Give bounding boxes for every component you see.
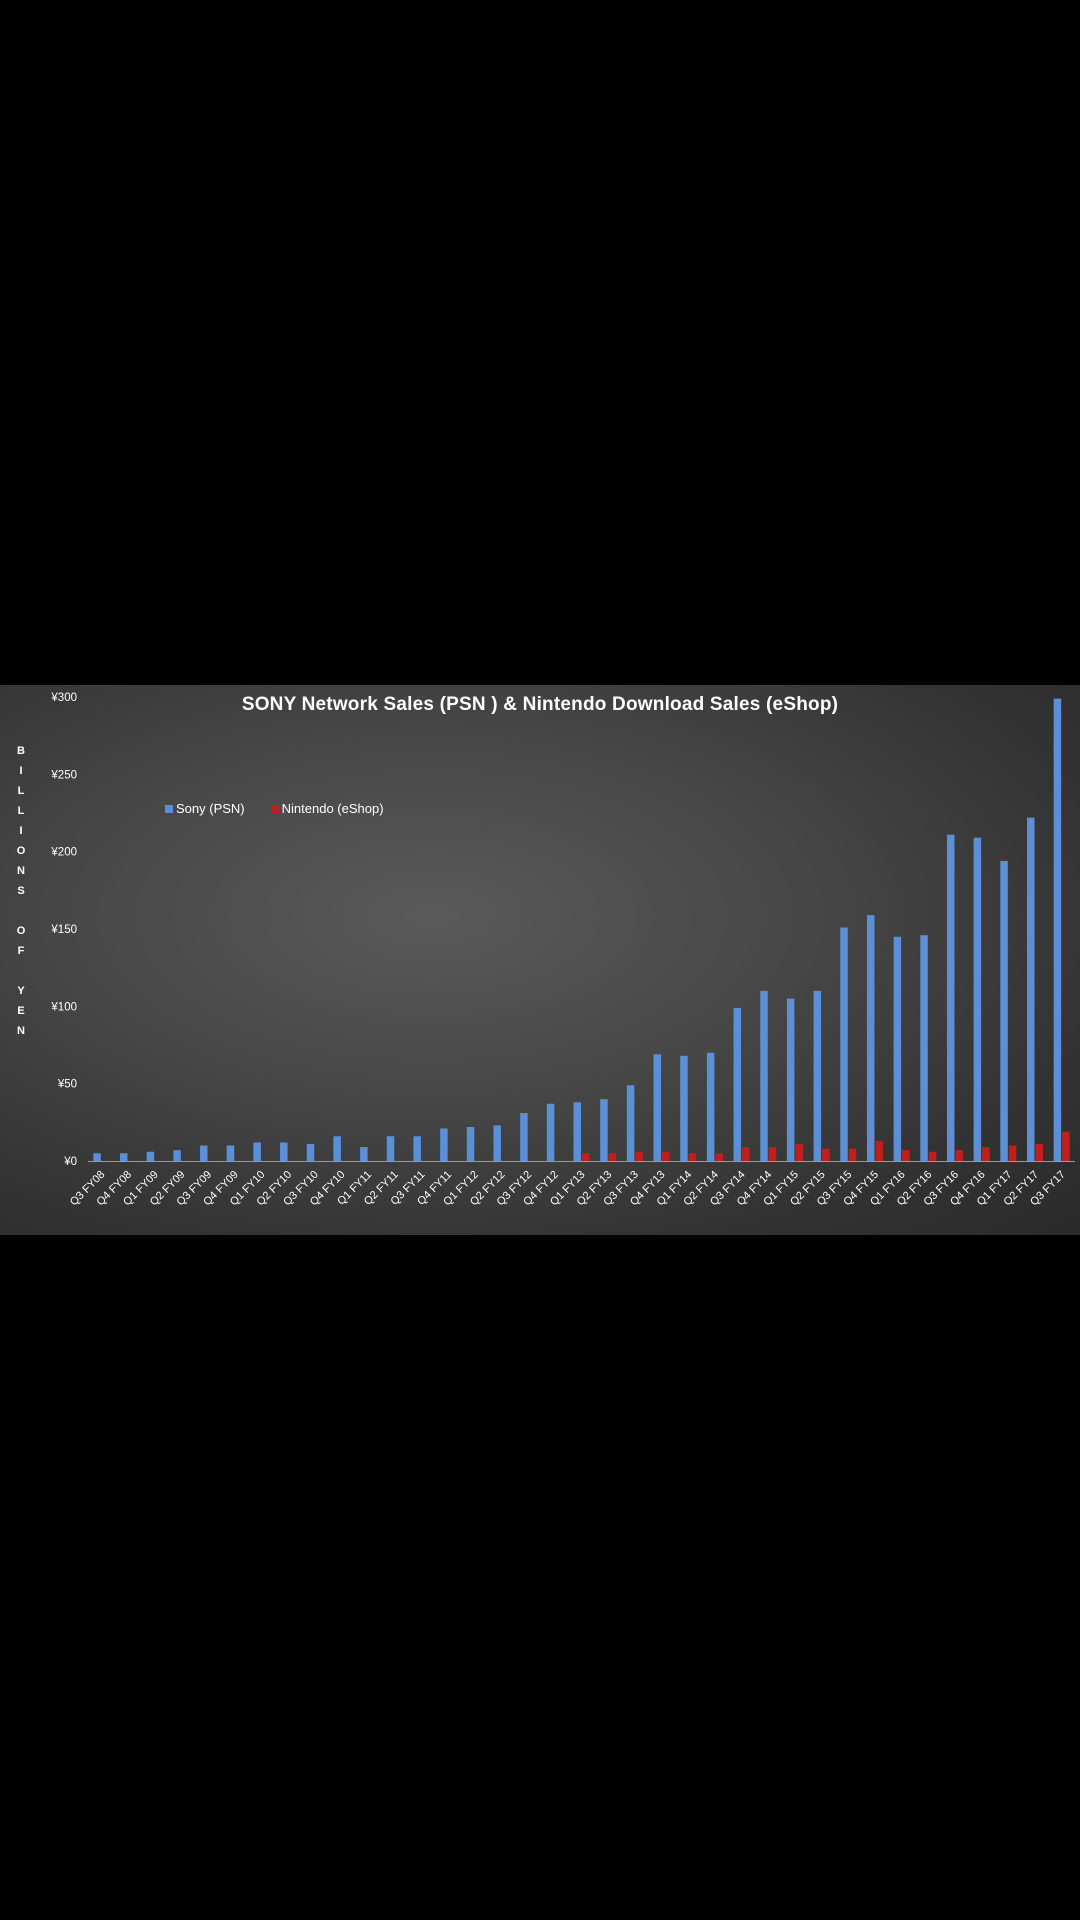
bar-nintendo <box>1062 1131 1070 1161</box>
bar-nintendo <box>955 1150 963 1161</box>
bar-nintendo <box>1035 1143 1043 1161</box>
bar-sony <box>840 927 848 1161</box>
chart-title: SONY Network Sales (PSN ) & Nintendo Dow… <box>241 694 839 715</box>
bar-sony <box>360 1147 368 1161</box>
bar-nintendo <box>848 1148 857 1161</box>
bar-sony <box>493 1125 501 1161</box>
legend-label-nintendo: Nintendo (eShop) <box>281 801 384 816</box>
bar-sony <box>413 1136 421 1161</box>
bar-sony <box>866 915 875 1161</box>
bar-sony <box>893 936 902 1161</box>
bar-nintendo <box>715 1153 723 1161</box>
chart-panel: ¥0 ¥50 ¥100 ¥150 ¥200 ¥250 ¥300 Q3 FY08 Q4 FY08… <box>0 685 1080 1235</box>
bar-sony <box>146 1151 155 1161</box>
bar-nintendo <box>742 1147 750 1161</box>
bar-sony <box>973 837 982 1161</box>
bar-sony <box>1053 698 1062 1161</box>
bar-sony <box>200 1145 208 1161</box>
bar-sony <box>706 1052 715 1161</box>
bar-nintendo <box>582 1153 590 1161</box>
y-tick-label: ¥300 <box>50 692 77 704</box>
y-tick-label: ¥200 <box>50 847 77 859</box>
y-axis-title: B I L L I O N S O F Y E N <box>16 745 26 1037</box>
bar-sony <box>1026 817 1035 1161</box>
y-tick-label: ¥50 <box>57 1079 77 1091</box>
bar-sony <box>600 1099 608 1161</box>
y-tick-label: ¥250 <box>50 769 77 781</box>
legend-label-sony: Sony (PSN) <box>176 801 245 816</box>
bar-sony <box>306 1143 315 1161</box>
bar-sony <box>573 1102 581 1161</box>
bar-sony <box>680 1055 688 1161</box>
bar-sony <box>93 1153 101 1161</box>
bar-nintendo <box>982 1147 990 1161</box>
bar-sony <box>386 1136 395 1161</box>
bar-nintendo <box>1008 1145 1017 1161</box>
bar-nintendo <box>875 1140 883 1161</box>
bar-sony <box>440 1128 448 1161</box>
bar-sony <box>1000 860 1008 1161</box>
bar-sony <box>920 935 928 1161</box>
y-axis-ticks: ¥0 ¥50 ¥100 ¥150 ¥200 ¥250 ¥300 <box>50 692 77 1168</box>
bar-nintendo <box>902 1150 910 1161</box>
bar-sony <box>760 990 768 1161</box>
bar-sony <box>546 1103 555 1161</box>
legend-swatch-sony <box>165 804 173 813</box>
bar-nintendo <box>928 1151 937 1161</box>
bar-sony <box>946 834 955 1161</box>
legend-item-nintendo: Nintendo (eShop) <box>270 801 384 816</box>
bar-sony <box>626 1085 635 1161</box>
y-tick-label: ¥150 <box>50 924 77 936</box>
bar-sony <box>520 1113 528 1161</box>
legend: Sony (PSN) Nintendo (eShop) <box>165 801 384 816</box>
y-tick-label: ¥0 <box>63 1156 77 1168</box>
bar-nintendo <box>688 1153 697 1161</box>
bar-sony <box>333 1136 341 1161</box>
bar-nintendo <box>795 1143 803 1161</box>
bar-sony <box>253 1142 261 1161</box>
bar-nintendo <box>662 1151 670 1161</box>
bar-nintendo <box>768 1147 777 1161</box>
y-tick-label: ¥100 <box>50 1001 77 1013</box>
bar-sony <box>733 1007 742 1161</box>
bar-nintendo <box>635 1151 643 1161</box>
bar-nintendo <box>822 1148 830 1161</box>
bar-sony <box>786 998 795 1161</box>
bar-sony <box>813 990 822 1161</box>
bar-sony <box>120 1153 128 1161</box>
bar-sony <box>280 1142 288 1161</box>
bar-nintendo <box>608 1153 617 1161</box>
bar-sony <box>653 1054 662 1161</box>
legend-swatch-nintendo <box>270 804 279 813</box>
legend-item-sony: Sony (PSN) <box>165 801 245 816</box>
bars-group <box>93 698 1070 1161</box>
bar-sony <box>226 1145 235 1161</box>
bar-sony <box>173 1150 181 1161</box>
bar-sony <box>466 1126 475 1161</box>
